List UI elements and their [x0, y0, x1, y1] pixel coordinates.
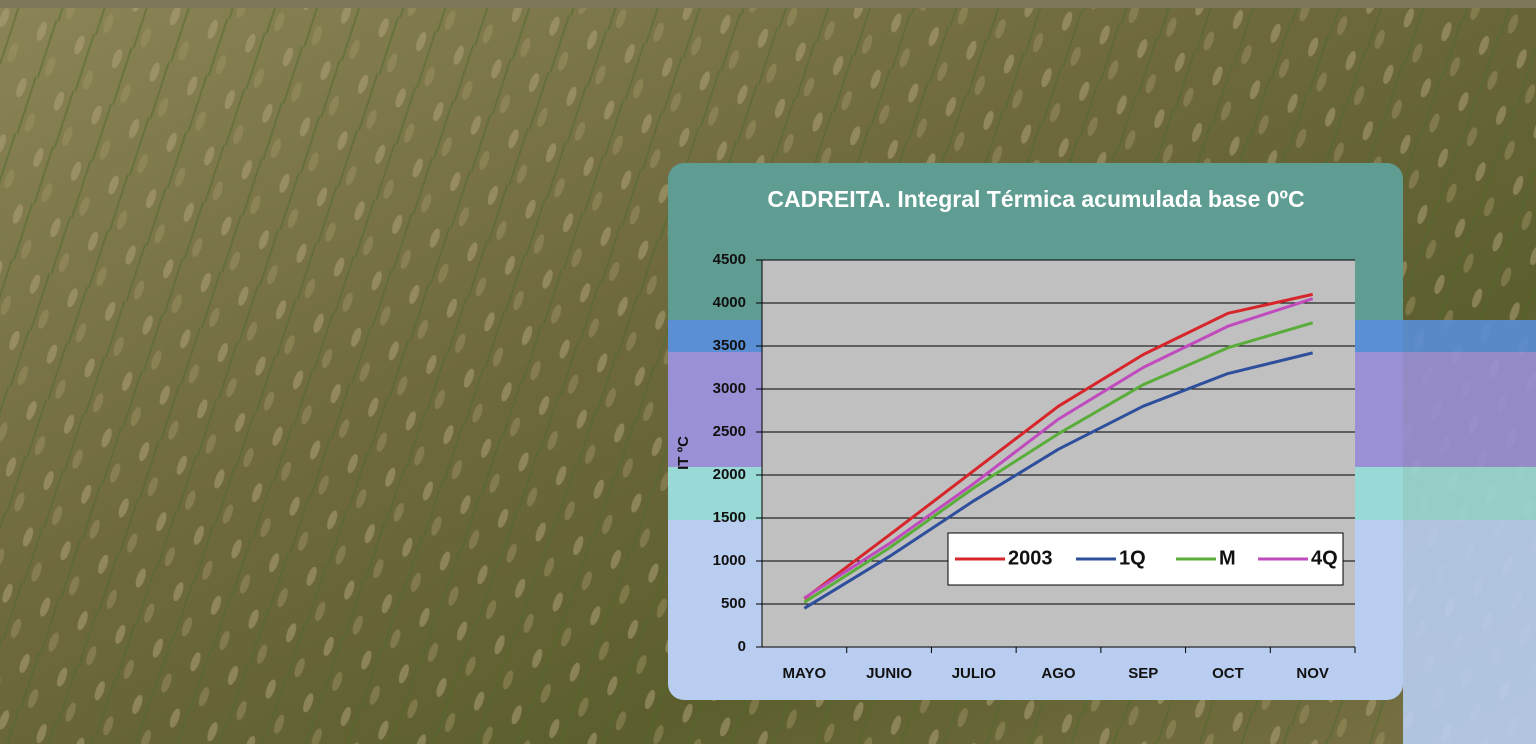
y-tick-label: 3000 [713, 380, 746, 397]
legend-label: 4Q [1311, 547, 1338, 569]
x-tick-label: MAYO [783, 665, 827, 682]
x-tick-label: AGO [1041, 665, 1076, 682]
x-tick-label: JULIO [952, 665, 997, 682]
page: IT ºC 0 500 1000 1500 2000 2500 3000 3500 4000 45… [0, 0, 1536, 744]
chart: IT ºC 0 500 1000 1500 2000 2500 3000 3500 4000 45… [0, 0, 1536, 744]
y-tick-label: 4000 [713, 294, 746, 311]
chart-title: CADREITA. Integral Térmica acumulada bas… [730, 184, 1342, 214]
x-tick-label: JUNIO [866, 665, 912, 682]
y-tick-label: 3500 [713, 337, 746, 354]
y-tick-label: 4500 [713, 251, 746, 268]
plot-area [762, 260, 1355, 647]
y-tick-label: 500 [721, 595, 746, 612]
y-axis-label: IT ºC [675, 436, 692, 470]
x-tick-label: NOV [1296, 665, 1329, 682]
y-tick-label: 2000 [713, 466, 746, 483]
y-tick-label: 1000 [713, 552, 746, 569]
y-tick-label: 1500 [713, 509, 746, 526]
x-tick-label: SEP [1128, 665, 1158, 682]
top-strip [0, 0, 1536, 8]
y-tick-label: 0 [738, 638, 746, 655]
x-tick-label: OCT [1212, 665, 1244, 682]
legend-label: 1Q [1119, 547, 1146, 569]
right-bands [1403, 320, 1536, 744]
y-tick-label: 2500 [713, 423, 746, 440]
legend-label: M [1219, 547, 1236, 569]
legend-label: 2003 [1008, 547, 1053, 569]
